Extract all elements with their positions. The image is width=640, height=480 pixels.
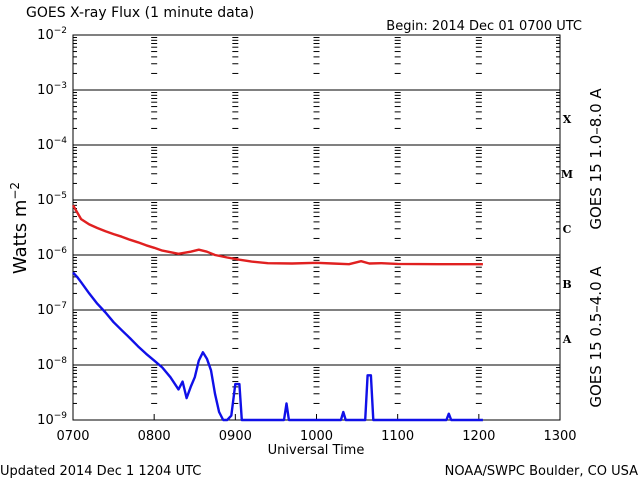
y-tick-label: 10−4 [37,136,67,153]
flare-class-c: C [563,223,572,236]
flare-class-x: X [563,113,572,126]
flare-class-a: A [562,333,572,346]
series-layer [71,204,483,422]
flare-class-labels: X M C B A [561,113,573,346]
y-axis-label: Watts m−2 [8,182,31,274]
y-tick-base: 10 [37,138,54,153]
minor-tick-marks [72,37,561,420]
flare-class-m: M [561,168,573,181]
y-tick-label: 10−5 [37,191,67,208]
y-tick-label: 10−7 [37,301,67,318]
y-tick-label: 10−6 [37,246,67,263]
y-tick-exponent: −2 [54,26,67,36]
series-label-long: GOES 15 1.0–8.0 A [587,88,605,230]
y-tick-base: 10 [37,28,54,43]
y-tick-base: 10 [37,413,54,428]
x-tick-label: 0900 [219,429,252,444]
y-tick-base: 10 [37,303,54,318]
y-tick-label: 10−2 [37,26,67,43]
y-tick-exponent: −6 [54,246,68,256]
begin-label: Begin: 2014 Dec 01 0700 UTC [386,19,582,34]
x-tick-label: 1300 [543,429,576,444]
x-tick-labels: 0700 0800 0900 1000 1100 1200 1300 [56,429,576,444]
x-tick-label: 1200 [462,429,495,444]
chart-title: GOES X-ray Flux (1 minute data) [26,5,254,21]
x-tick-label: 1000 [300,429,333,444]
y-tick-base: 10 [37,248,54,263]
x-tick-label: 1100 [381,429,414,444]
series-line-0 [71,204,483,266]
y-axis-label-main: Watts m [10,200,31,274]
x-tick-label: 0800 [138,429,171,444]
y-tick-label: 10−3 [37,81,67,98]
y-tick-exponent: −9 [54,411,68,421]
series-label-short: GOES 15 0.5–4.0 A [587,266,605,408]
series-line-1 [72,271,483,422]
y-tick-exponent: −8 [54,356,68,366]
source-label: NOAA/SWPC Boulder, CO USA [445,464,638,479]
y-tick-label: 10−9 [37,411,67,428]
y-axis-label-exponent: −2 [8,182,22,200]
y-tick-exponent: −5 [54,191,67,201]
x-axis-label: Universal Time [268,443,365,458]
y-tick-labels: 10−210−310−410−510−610−710−810−9 [37,26,67,428]
updated-label: Updated 2014 Dec 1 1204 UTC [0,464,201,479]
y-tick-exponent: −7 [54,301,67,311]
y-tick-base: 10 [37,83,54,98]
y-tick-exponent: −4 [54,136,68,146]
flare-class-b: B [562,278,571,291]
y-tick-base: 10 [37,193,54,208]
x-tick-label: 0700 [56,429,89,444]
y-tick-base: 10 [37,358,54,373]
y-tick-label: 10−8 [37,356,67,373]
y-tick-exponent: −3 [54,81,67,91]
